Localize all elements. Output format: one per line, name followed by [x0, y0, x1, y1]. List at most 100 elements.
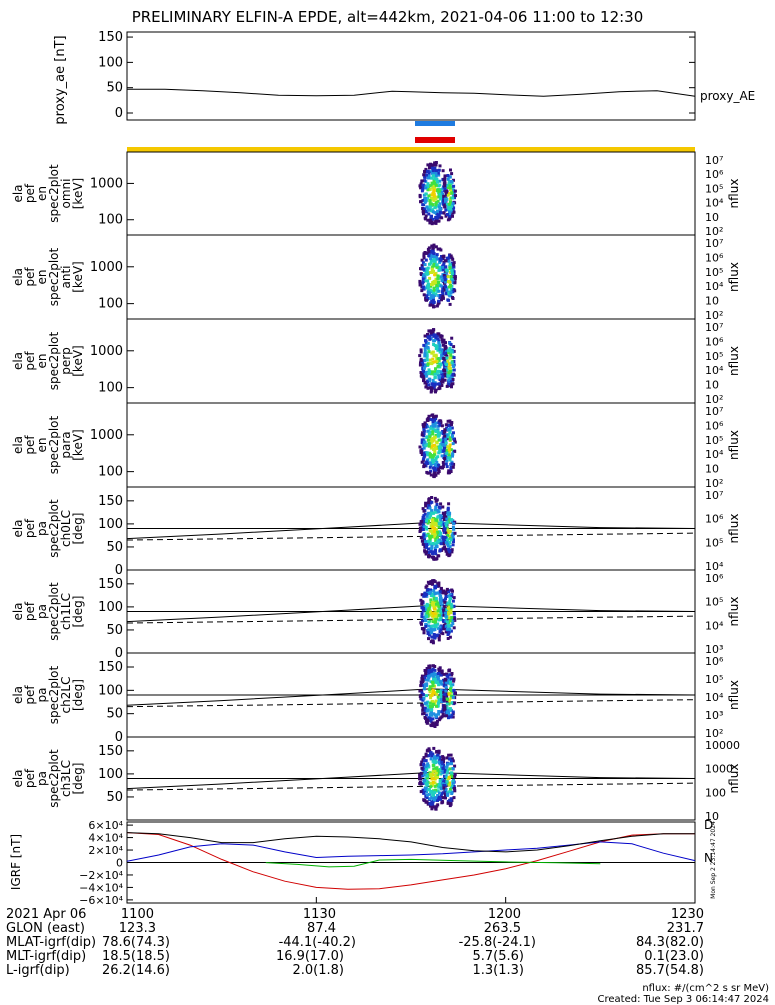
spectrogram-cell	[436, 634, 439, 637]
spectrogram-cell	[443, 212, 446, 215]
colorbar-tick-label: 10⁵	[705, 673, 723, 686]
spectrogram-cell	[439, 164, 442, 167]
spectrogram-cell	[448, 184, 451, 187]
spectrogram-cell	[450, 771, 453, 774]
spectrogram-cell	[442, 756, 445, 759]
spectrogram-cell	[434, 422, 437, 425]
spectrogram-cell	[434, 334, 437, 337]
spectrogram-cell	[421, 691, 424, 694]
spectrogram-cell	[425, 272, 428, 275]
spectrogram-cell	[418, 280, 421, 283]
spectrogram-cell	[431, 801, 434, 804]
spectrogram-cell	[431, 167, 434, 170]
spectrogram-cell	[436, 210, 439, 213]
spectrogram-cell	[426, 710, 429, 713]
footer-value: -44.1(-40.2)	[256, 936, 356, 950]
spectrogram-cell	[450, 605, 453, 608]
spectrogram-cell	[450, 275, 453, 278]
spectrogram-cell	[431, 684, 434, 687]
spectrogram-cell	[432, 199, 435, 202]
colorbar-tick-label: 10⁵	[705, 182, 723, 195]
spectrogram-cell	[432, 760, 435, 763]
spectrogram-cell	[430, 790, 433, 793]
units-note: nflux: #/(cm^2 s sr MeV)	[642, 983, 769, 994]
footer-value: 85.7(54.8)	[616, 964, 704, 978]
colorbar-tick-label: 10⁶	[705, 168, 724, 181]
spectrogram-cell	[437, 274, 440, 277]
spectrogram-cell	[422, 423, 425, 426]
spectrogram-cell	[444, 373, 447, 376]
spectrogram-cell	[433, 724, 436, 727]
footer-value: 84.3(82.0)	[616, 936, 704, 950]
spectrogram-cell	[422, 277, 425, 280]
y-axis-label: [deg]	[71, 679, 85, 711]
spectrogram-cell	[446, 385, 449, 388]
spectrogram-cell	[421, 600, 424, 603]
spectrogram-cell	[429, 507, 432, 510]
spectrogram-cell	[420, 351, 423, 354]
spectrogram-cell	[435, 776, 438, 779]
spectrogram-cell	[449, 263, 452, 266]
colorbar-tick-label: 10⁳	[705, 211, 719, 224]
colorbar-tick-label: 10⁶	[705, 419, 724, 432]
footer-row-time: 2021 Apr 06 1100 1130 1200 1230	[6, 908, 86, 922]
colorbar-tick-label: 10⁷	[705, 405, 723, 418]
y-tick-label: 100	[98, 465, 123, 480]
y-axis-label: IGRF [nT]	[9, 834, 23, 890]
footer-value: 231.7	[644, 922, 704, 936]
spectrogram-cell	[450, 350, 453, 353]
spectrogram-cell	[442, 169, 445, 172]
spectrogram-cell	[419, 695, 422, 698]
spectrogram-cell	[443, 601, 446, 604]
spectrogram-cell	[432, 294, 435, 297]
spectrogram-cell	[420, 451, 423, 454]
spectrogram-cell	[433, 755, 436, 758]
spectrogram-cell	[433, 189, 436, 192]
spectrogram-cell	[442, 786, 445, 789]
y-tick-label: 6×10⁴	[88, 819, 123, 832]
spectrogram-cell	[419, 684, 422, 687]
spectrogram-cell	[451, 672, 454, 675]
spectrogram-cell	[419, 446, 422, 449]
spectrogram-cell	[438, 638, 441, 641]
spectrogram-cell	[439, 198, 442, 201]
spectrogram-cell	[433, 339, 436, 342]
y-tick-label: 100	[98, 55, 123, 70]
spectrogram-cell	[444, 690, 447, 693]
spectrogram-cell	[446, 513, 449, 516]
spectrogram-cell	[427, 625, 430, 628]
spectrogram-cell	[423, 756, 426, 759]
spectrogram-cell	[447, 275, 450, 278]
spectrogram-cell	[448, 628, 451, 631]
spectrogram-cell	[436, 277, 439, 280]
colorbar-tick-label: 10000	[705, 739, 740, 752]
spectrogram-cell	[449, 438, 452, 441]
spectrogram-cell	[444, 341, 447, 344]
footer-label: GLON (east)	[6, 921, 85, 936]
panel-frame	[127, 319, 695, 403]
spectrogram-cell	[446, 521, 449, 524]
panel-frame	[127, 152, 695, 235]
spectrogram-cell	[451, 452, 454, 455]
colorbar-label: nflux	[727, 346, 741, 376]
spectrogram-cell	[423, 293, 426, 296]
colorbar-tick-label: 10⁳	[705, 463, 719, 476]
spectrogram-cell	[435, 808, 438, 811]
spectrogram-cell	[419, 530, 422, 533]
colorbar-tick-label: 10⁴	[705, 364, 724, 377]
spectrogram-cell	[436, 757, 439, 760]
spectrogram-cell	[450, 172, 453, 175]
spectrogram-cell	[436, 441, 439, 444]
panel-5: 150100500elapefpaspec2plotch0LC[deg]10⁷1…	[11, 487, 741, 578]
spectrogram-cell	[437, 451, 440, 454]
spectrogram-cell	[427, 283, 430, 286]
spectrogram-cell	[447, 602, 450, 605]
spectrogram-cell	[434, 360, 437, 363]
spectrogram-cell	[444, 536, 447, 539]
spectrogram-cell	[422, 528, 425, 531]
spectrogram-cell	[422, 379, 425, 382]
spectrogram-cell	[439, 548, 442, 551]
y-tick-label: 100	[98, 381, 123, 396]
footer-value: 1200	[481, 908, 521, 922]
spectrogram-cell	[451, 258, 454, 261]
